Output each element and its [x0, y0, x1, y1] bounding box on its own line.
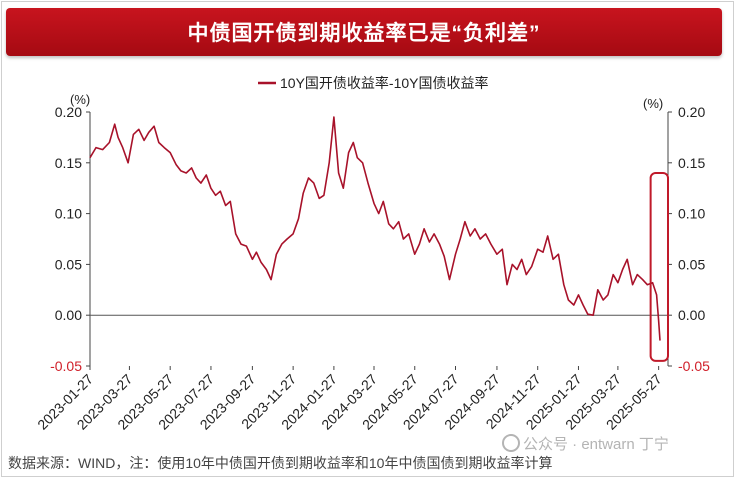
chart-title: 中债国开债到期收益率已是“负利差”	[187, 22, 541, 45]
left-y-tick-label: 0.15	[55, 155, 82, 171]
right-y-tick-label: 0.15	[678, 155, 705, 171]
right-axis-unit: (%)	[643, 96, 663, 111]
series-line-spread	[89, 116, 661, 341]
right-y-tick-label: 0.05	[678, 256, 705, 272]
watermark-text: 公众号 · entwarn 丁宁	[523, 436, 669, 453]
left-y-tick-label: 0.20	[55, 104, 82, 120]
left-y-tick-label: 0.00	[55, 307, 82, 323]
left-y-tick-label: 0.05	[55, 256, 82, 272]
source-note: 数据来源：WIND，注：使用10年中债国开债到期收益率和10年中债国债到期收益率…	[8, 455, 553, 471]
legend-label: 10Y国开债收益率-10Y国债收益率	[280, 75, 488, 91]
right-y-tick-label: 0.00	[678, 307, 705, 323]
right-y-tick-label: 0.20	[678, 104, 705, 120]
right-y-tick-label: 0.10	[678, 206, 705, 222]
right-y-tick-label: -0.05	[678, 358, 710, 374]
wechat-logo-icon	[502, 434, 520, 452]
chart-title-banner: 中债国开债到期收益率已是“负利差”	[6, 8, 722, 56]
left-axis-unit: (%)	[70, 92, 90, 107]
left-y-tick-label: 0.10	[55, 206, 82, 222]
watermark: 公众号 · entwarn 丁宁	[502, 433, 669, 454]
left-y-tick-label: -0.05	[50, 358, 82, 374]
legend: 10Y国开债收益率-10Y国债收益率	[258, 75, 488, 91]
highlight-box	[649, 171, 669, 362]
